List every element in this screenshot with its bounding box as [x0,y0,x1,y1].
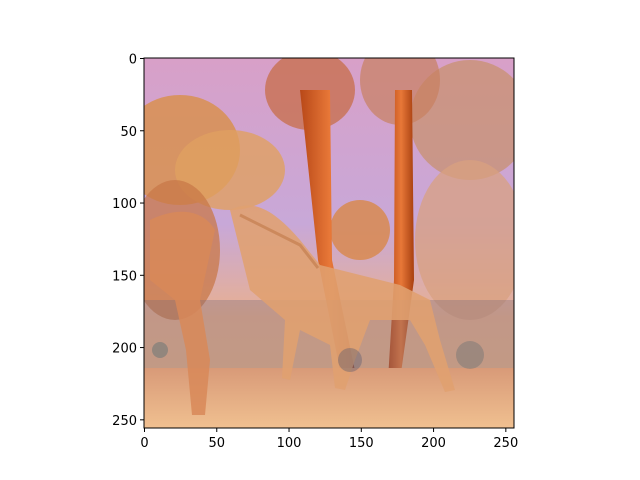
plot-image [144,58,514,428]
y-tick-label-1: 50 [120,125,137,140]
y-tick-label-0: 0 [129,53,137,68]
x-tick-label-1: 50 [208,436,225,451]
x-tick-label-2: 100 [277,436,302,451]
x-tick-label-5: 250 [493,436,518,451]
x-axis-ticks: 0 50 100 150 200 250 [140,428,518,451]
x-tick-label-4: 200 [421,436,446,451]
y-axis-ticks: 0 50 100 150 200 250 [112,53,144,429]
y-tick-label-5: 250 [112,414,137,429]
y-tick-label-2: 100 [112,197,137,212]
y-tick-label-4: 200 [112,342,137,357]
y-tick-label-3: 150 [112,269,137,284]
x-tick-label-3: 150 [349,436,374,451]
plot-frame [143,57,515,429]
x-tick-label-0: 0 [140,436,148,451]
